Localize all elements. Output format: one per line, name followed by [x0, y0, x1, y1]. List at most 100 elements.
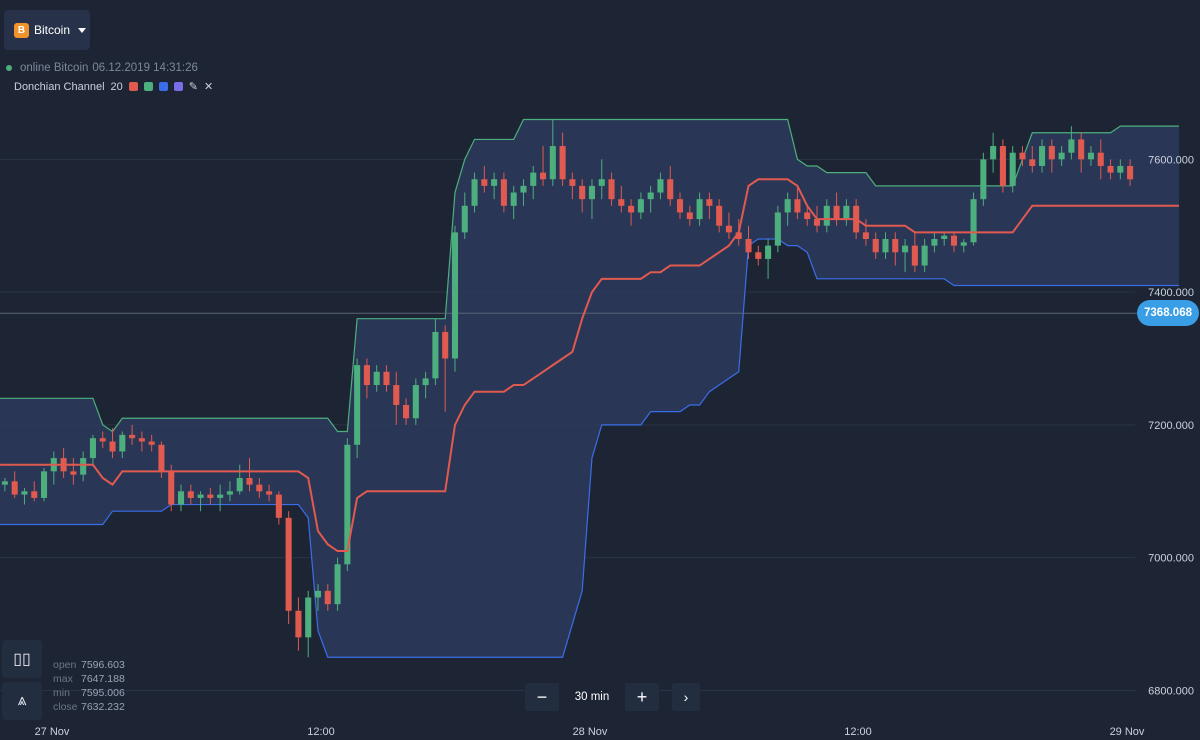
candle-body — [403, 404, 410, 419]
candle-body — [549, 146, 556, 180]
chevron-down-icon — [78, 27, 87, 33]
candle-body — [187, 491, 194, 498]
candle-body — [950, 235, 958, 246]
timeframe-decrease-button[interactable]: − — [536, 686, 548, 707]
donchian-fill — [0, 119, 1180, 658]
candles-icon[interactable]: ▯▯ — [2, 640, 42, 678]
candle-body — [696, 199, 703, 220]
drawing-tools-icon[interactable]: ⩓ — [2, 682, 42, 720]
candle-body — [11, 481, 18, 495]
candle-body — [89, 438, 96, 459]
candle-body — [275, 494, 282, 518]
candle-body — [1009, 152, 1016, 186]
y-tick-label: 7200.000 — [1148, 420, 1194, 432]
asset-selector-button[interactable]: B Bitcoin — [4, 10, 90, 50]
candle-body — [882, 239, 889, 253]
candle-body — [344, 444, 351, 565]
candle-body — [862, 232, 869, 239]
color-swatch-blue[interactable] — [158, 82, 168, 91]
candle-body — [1107, 165, 1114, 173]
indicator-legend: Donchian Channel 20 ✎ ✕ — [14, 80, 214, 94]
candle-body — [422, 378, 429, 386]
candle-body — [686, 212, 693, 220]
candle-body — [1087, 152, 1095, 160]
candle-body — [1039, 146, 1046, 166]
candle-body — [21, 491, 28, 495]
candle-body — [177, 491, 185, 505]
candle-body — [921, 245, 928, 266]
candle-body — [1058, 152, 1065, 160]
color-swatch-green[interactable] — [143, 82, 153, 91]
candle-body — [1068, 139, 1075, 153]
candle-body — [471, 179, 478, 206]
candle-body — [70, 471, 77, 475]
candle-body — [334, 564, 341, 605]
candle-body — [158, 444, 165, 472]
candle-body — [1029, 159, 1036, 166]
candle-body — [540, 172, 547, 180]
candle-body — [168, 471, 175, 505]
pencil-icon[interactable]: ✎ — [188, 81, 198, 93]
candle-body — [745, 239, 752, 253]
candle-body — [119, 434, 126, 452]
timeframe-label: 30 min — [559, 683, 625, 711]
y-tick-label: 7000.000 — [1148, 553, 1194, 565]
candle-body — [833, 205, 840, 220]
candle-body — [608, 179, 615, 200]
color-swatch-red[interactable] — [128, 82, 138, 91]
candle-body — [40, 471, 48, 498]
candle-body — [432, 331, 439, 379]
candle-body — [256, 484, 263, 492]
candle-body — [236, 478, 243, 492]
candle-body — [1117, 165, 1124, 173]
candle-body — [451, 232, 459, 359]
candle-body — [80, 458, 87, 475]
candle-body — [207, 494, 214, 498]
candle-body — [637, 199, 644, 213]
candle-body — [314, 590, 322, 598]
candle-body — [520, 185, 527, 193]
candle-body — [618, 199, 625, 206]
candle-body — [999, 146, 1006, 186]
scroll-right-button[interactable]: › — [672, 683, 700, 711]
candle-body — [1078, 139, 1085, 160]
x-tick-label: 29 Nov — [1110, 726, 1145, 738]
ohlc-panel: open 7596.603 max 7647.188 min 7595.006 clo… — [53, 659, 125, 713]
candle-body — [510, 192, 517, 206]
candle-body — [295, 610, 302, 638]
close-icon[interactable]: ✕ — [203, 81, 214, 93]
current-price-tag: 7368.068 — [1137, 300, 1199, 327]
candle-body — [931, 239, 938, 246]
candle-body — [794, 199, 801, 213]
candle-body — [1019, 152, 1026, 160]
candle-body — [383, 371, 390, 386]
bitcoin-icon: B — [14, 22, 29, 38]
candle-body — [843, 205, 850, 220]
ohlc-open: 7596.603 — [81, 659, 125, 671]
online-indicator-icon — [6, 65, 12, 71]
candle-body — [393, 385, 400, 405]
candle-body — [266, 491, 273, 495]
color-swatch-purple[interactable] — [173, 82, 183, 91]
status-timestamp: 06.12.2019 14:31:26 — [92, 62, 198, 74]
candle-body — [305, 597, 312, 638]
ohlc-max: 7647.188 — [81, 673, 125, 685]
candle-body — [784, 199, 791, 213]
candle-body — [569, 179, 576, 186]
candle-body — [872, 239, 879, 253]
candle-body — [970, 199, 977, 243]
candle-body — [823, 205, 830, 226]
candle-body — [1, 481, 8, 485]
asset-name: Bitcoin — [34, 23, 71, 37]
candle-body — [129, 434, 136, 439]
candle-body — [647, 192, 654, 200]
candle-body — [31, 491, 38, 498]
candle-body — [657, 179, 664, 193]
candle-body — [1097, 152, 1104, 166]
y-tick-label: 6800.000 — [1148, 685, 1194, 697]
candle-body — [324, 590, 331, 605]
candle-body — [226, 491, 233, 495]
timeframe-increase-button[interactable]: + — [636, 686, 648, 707]
candle-body — [716, 205, 723, 226]
